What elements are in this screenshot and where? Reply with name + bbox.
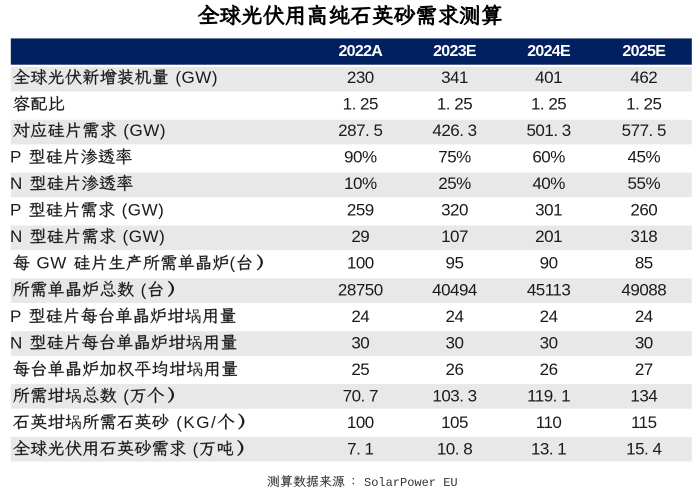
svg-text:1. 25: 1. 25 — [437, 95, 472, 114]
svg-text:10. 8: 10. 8 — [437, 439, 472, 458]
svg-text:260: 260 — [630, 201, 657, 220]
svg-text:24: 24 — [446, 307, 464, 326]
svg-text:341: 341 — [441, 68, 468, 87]
svg-text:(GW): (GW) — [115, 201, 164, 220]
svg-text:7. 1: 7. 1 — [347, 439, 373, 458]
svg-text:2025E: 2025E — [622, 43, 666, 60]
svg-text:GW: GW — [30, 254, 73, 273]
svg-text:40494: 40494 — [432, 280, 477, 299]
svg-text:119. 1: 119. 1 — [527, 386, 570, 405]
svg-text:24: 24 — [540, 307, 558, 326]
svg-text:26: 26 — [446, 360, 464, 379]
svg-text:P: P — [10, 201, 28, 220]
svg-text:201: 201 — [535, 227, 562, 246]
svg-text:426. 3: 426. 3 — [432, 121, 476, 140]
svg-text:26: 26 — [540, 360, 558, 379]
svg-text:(: ( — [134, 280, 147, 299]
svg-text:45113: 45113 — [527, 280, 571, 299]
svg-text:N: N — [10, 333, 29, 352]
svg-text:30: 30 — [351, 333, 369, 352]
svg-text:13. 1: 13. 1 — [531, 439, 566, 458]
svg-text:85: 85 — [635, 254, 653, 273]
svg-text:95: 95 — [446, 254, 464, 273]
svg-text:259: 259 — [347, 201, 374, 220]
svg-text:2023E: 2023E — [433, 43, 477, 60]
svg-text:N: N — [10, 174, 29, 193]
svg-text:P: P — [10, 307, 28, 326]
svg-text:1. 25: 1. 25 — [626, 95, 661, 114]
svg-text:1. 25: 1. 25 — [343, 95, 378, 114]
svg-text:(: ( — [186, 439, 199, 458]
svg-text:28750: 28750 — [338, 280, 383, 299]
svg-text:230: 230 — [347, 68, 374, 87]
svg-text:10%: 10% — [344, 174, 377, 193]
svg-text:N: N — [10, 227, 29, 246]
svg-text:2024E: 2024E — [527, 43, 571, 60]
svg-text:115: 115 — [631, 413, 657, 432]
svg-text:105: 105 — [441, 413, 468, 432]
svg-text:(KG/: (KG/ — [169, 413, 217, 432]
svg-text:49088: 49088 — [621, 280, 666, 299]
svg-text:320: 320 — [441, 201, 468, 220]
svg-text:27: 27 — [635, 360, 653, 379]
svg-text:24: 24 — [351, 307, 369, 326]
svg-text:25: 25 — [351, 360, 369, 379]
svg-text:15. 4: 15. 4 — [626, 439, 661, 458]
svg-text:577. 5: 577. 5 — [622, 121, 666, 140]
svg-text:(: ( — [117, 386, 130, 405]
svg-text:(GW): (GW) — [117, 121, 166, 140]
svg-text:(GW): (GW) — [169, 68, 218, 87]
svg-text:40%: 40% — [532, 174, 565, 193]
svg-text:401: 401 — [535, 68, 562, 87]
svg-text:75%: 75% — [438, 148, 471, 167]
svg-text:1. 25: 1. 25 — [531, 95, 566, 114]
svg-text:287. 5: 287. 5 — [338, 121, 382, 140]
svg-text:103. 3: 103. 3 — [432, 386, 476, 405]
svg-text:24: 24 — [635, 307, 653, 326]
svg-text:55%: 55% — [628, 174, 661, 193]
svg-text:107: 107 — [441, 227, 468, 246]
svg-text:501. 3: 501. 3 — [526, 121, 570, 140]
svg-text:2022A: 2022A — [338, 43, 383, 60]
svg-text:(: ( — [230, 254, 236, 273]
svg-text:30: 30 — [635, 333, 653, 352]
svg-text:(GW): (GW) — [116, 227, 165, 246]
svg-text:SolarPower EU: SolarPower EU — [364, 476, 458, 490]
svg-text:110: 110 — [536, 413, 562, 432]
svg-text:70. 7: 70. 7 — [343, 386, 378, 405]
svg-text:P: P — [10, 148, 28, 167]
svg-text:318: 318 — [630, 227, 657, 246]
svg-text:90: 90 — [540, 254, 558, 273]
svg-text:25%: 25% — [438, 174, 471, 193]
svg-text:30: 30 — [446, 333, 464, 352]
svg-text:100: 100 — [347, 254, 374, 273]
svg-text:100: 100 — [347, 413, 374, 432]
svg-text:60%: 60% — [532, 148, 565, 167]
svg-text:462: 462 — [630, 68, 657, 87]
svg-text:30: 30 — [540, 333, 558, 352]
svg-text:90%: 90% — [344, 148, 377, 167]
svg-text:29: 29 — [351, 227, 369, 246]
svg-text:301: 301 — [535, 201, 562, 220]
svg-text:45%: 45% — [628, 148, 661, 167]
svg-text:134: 134 — [630, 386, 657, 405]
